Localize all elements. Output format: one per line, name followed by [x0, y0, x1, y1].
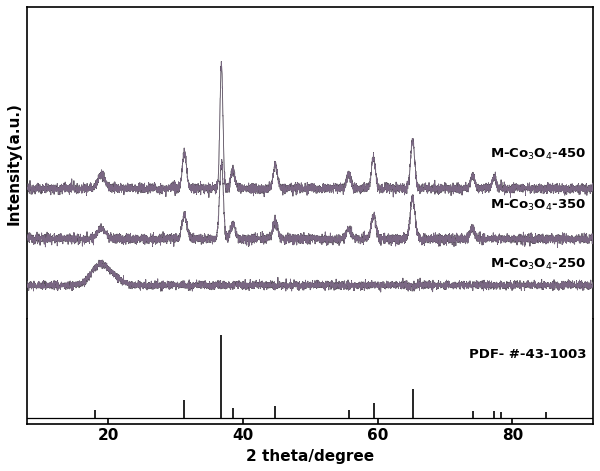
Y-axis label: Intensity(a.u.): Intensity(a.u.) [7, 102, 22, 225]
Text: M-Co$_3$O$_4$-350: M-Co$_3$O$_4$-350 [490, 197, 586, 212]
X-axis label: 2 theta/degree: 2 theta/degree [246, 449, 374, 464]
Text: M-Co$_3$O$_4$-450: M-Co$_3$O$_4$-450 [490, 147, 586, 162]
Text: PDF- #-43-1003: PDF- #-43-1003 [469, 348, 586, 361]
Text: M-Co$_3$O$_4$-250: M-Co$_3$O$_4$-250 [490, 257, 586, 272]
